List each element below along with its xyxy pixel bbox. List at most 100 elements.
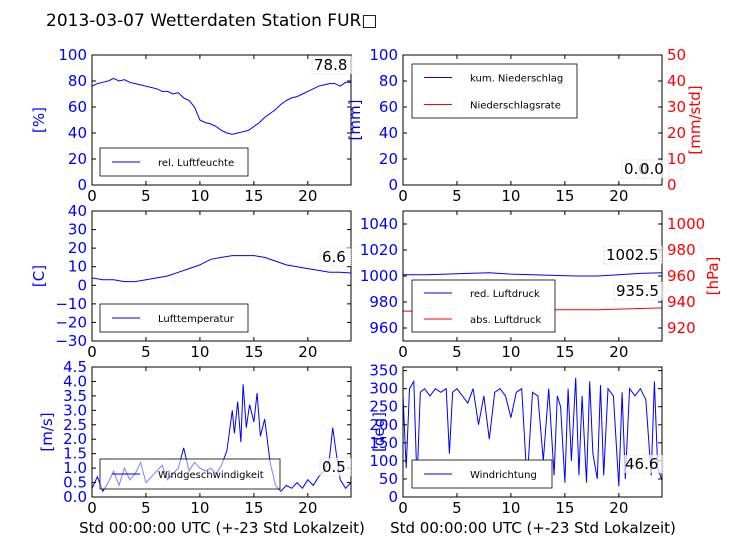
x-tick-label: 5 xyxy=(141,343,151,361)
y-tick-label: 250 xyxy=(369,398,398,416)
y2-tick-label: 960 xyxy=(667,267,696,285)
y-tick-label: −30 xyxy=(55,332,87,350)
y2-tick-label: 30 xyxy=(667,98,686,116)
legend-entry: Niederschlagsrate xyxy=(470,101,561,112)
y2-tick-label: 40 xyxy=(667,72,686,90)
legend-entry: Windrichtung xyxy=(470,470,537,481)
y-tick-label: 100 xyxy=(369,46,398,64)
legend: red. Luftdruck abs. Luftdruck xyxy=(411,279,556,333)
x-tick-label: 15 xyxy=(555,499,574,517)
y2-tick-label: 940 xyxy=(667,293,696,311)
y-tick-label: 980 xyxy=(369,293,398,311)
end-value-label: 6.6 xyxy=(322,248,346,266)
x-tick-label: 5 xyxy=(141,187,151,205)
y-tick-label: 1.0 xyxy=(63,459,87,477)
y-tick-label: 2.5 xyxy=(63,416,87,434)
y-tick-label: 100 xyxy=(369,452,398,470)
y-tick-label: 1040 xyxy=(360,215,398,233)
end-value-box xyxy=(613,281,664,301)
y-tick-label: 20 xyxy=(379,150,398,168)
y-axis-label: [deg] xyxy=(370,412,388,452)
end-value-label: 1002.5 xyxy=(606,246,659,264)
y-tick-label: 2.0 xyxy=(63,430,87,448)
y-tick-label: 0 xyxy=(77,176,87,194)
x-tick-label: 20 xyxy=(298,499,317,517)
legend: Windgeschwindigkeit xyxy=(99,458,281,490)
x-axis-label-right: Std 00:00:00 UTC (+-23 Std Lokalzeit) xyxy=(390,519,676,537)
x-tick-label: 0 xyxy=(87,499,97,517)
x-tick-label: 0 xyxy=(87,343,97,361)
y-tick-label: 4.5 xyxy=(63,358,87,376)
legend: Lufttemperatur xyxy=(99,303,249,333)
y-tick-label: 3.0 xyxy=(63,401,87,419)
end-value-box xyxy=(319,247,352,267)
x-tick-label: 15 xyxy=(555,187,574,205)
end-value-box xyxy=(311,55,353,75)
legend: kum. Niederschlag Niederschlagsrate xyxy=(411,63,578,119)
y-tick-label: 960 xyxy=(369,319,398,337)
plot-frame xyxy=(91,366,352,498)
plot-frame xyxy=(91,54,352,186)
x-tick-label: 20 xyxy=(609,343,628,361)
x-tick-label: 0 xyxy=(87,187,97,205)
figure-title: 2013-03-07 Wetterdaten Station FUR□ xyxy=(46,11,377,31)
y-tick-label: 150 xyxy=(369,434,398,452)
y-tick-label: 40 xyxy=(379,124,398,142)
x-tick-label: 5 xyxy=(452,187,462,205)
x-tick-label: 10 xyxy=(190,187,209,205)
y2-tick-label: 980 xyxy=(667,241,696,259)
y-tick-label: 60 xyxy=(379,98,398,116)
y-tick-label: 300 xyxy=(369,380,398,398)
series-line-humidity-0 xyxy=(92,77,351,135)
y-tick-label: 80 xyxy=(379,72,398,90)
panel-winddir: 0 5 10 15 20050100150200250300350[deg]Windri… xyxy=(369,362,664,517)
x-tick-label: 5 xyxy=(452,499,462,517)
series-line-pressure-0 xyxy=(403,272,662,277)
x-tick-label: 15 xyxy=(244,187,263,205)
legend: rel. Luftfeuchte xyxy=(99,147,249,177)
y-tick-label: 20 xyxy=(68,150,87,168)
plot-frame xyxy=(91,210,352,342)
y-tick-label: 80 xyxy=(68,72,87,90)
y-tick-label: 10 xyxy=(68,258,87,276)
x-tick-label: 15 xyxy=(244,499,263,517)
y-axis-label: [%] xyxy=(30,107,48,133)
y-axis-label: [m/s] xyxy=(38,412,56,451)
y-tick-label: 1020 xyxy=(360,241,398,259)
end-value-box xyxy=(637,159,670,179)
series-group xyxy=(92,255,351,283)
y2-tick-label: 1000 xyxy=(667,215,705,233)
x-tick-label: 5 xyxy=(141,499,151,517)
legend: Windrichtung xyxy=(411,459,553,489)
y-tick-label: 0.5 xyxy=(63,474,87,492)
end-value-label: 0.5 xyxy=(322,458,346,476)
y-tick-label: 50 xyxy=(379,470,398,488)
legend-box xyxy=(411,279,556,333)
y-tick-label: 3.5 xyxy=(63,387,87,405)
series-line-temperature-0 xyxy=(92,255,351,283)
end-value-label: 0.0 xyxy=(640,160,664,178)
y-tick-label: 0.0 xyxy=(63,488,87,506)
x-tick-label: 10 xyxy=(501,187,520,205)
y-tick-label: 0 xyxy=(77,276,87,294)
y2-tick-label: 920 xyxy=(667,319,696,337)
y-tick-label: 1.5 xyxy=(63,445,87,463)
legend-entry: kum. Niederschlag xyxy=(470,74,563,85)
y-tick-label: 200 xyxy=(369,416,398,434)
end-value-label: 935.5 xyxy=(616,282,659,300)
panel-pressure: 0 5 10 15 20 960 980 1000 1020 1040 920 940 960 980 10… xyxy=(360,210,722,361)
legend-entry: rel. Luftfeuchte xyxy=(158,158,234,169)
y-tick-label: 1000 xyxy=(360,267,398,285)
y-tick-label: 40 xyxy=(68,202,87,220)
x-tick-label: 10 xyxy=(190,343,209,361)
panel-temperature: 0 5 10 15 20−30−20−10010203040[C]Lufttempera… xyxy=(30,202,352,361)
y-tick-label: −20 xyxy=(55,313,87,331)
end-value-label: 78.8 xyxy=(314,56,347,74)
x-tick-label: 20 xyxy=(609,187,628,205)
x-tick-label: 0 xyxy=(398,499,408,517)
y2-axis-label: [mm/std] xyxy=(686,85,704,154)
legend-entry: Windgeschwindigkeit xyxy=(158,470,264,481)
x-tick-label: 15 xyxy=(555,343,574,361)
end-value-label: 46.6 xyxy=(625,455,658,473)
